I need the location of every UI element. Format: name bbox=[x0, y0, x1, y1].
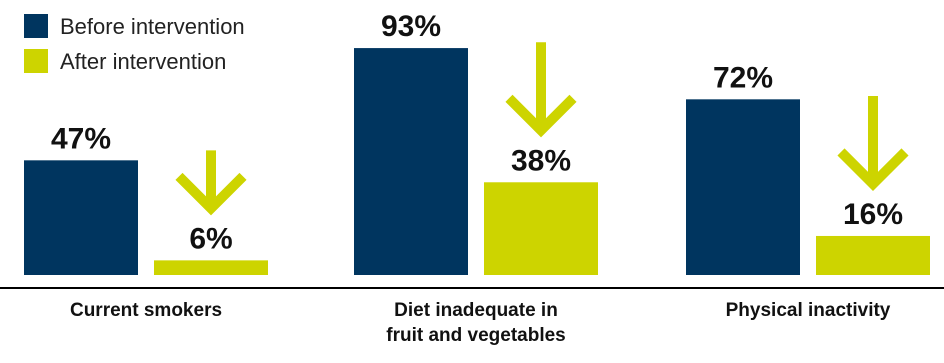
data-label-1-0: 93% bbox=[381, 10, 441, 43]
data-label-0-1: 6% bbox=[189, 222, 232, 255]
arrow-down-icon bbox=[175, 150, 247, 216]
category-label-2-0: Physical inactivity bbox=[726, 300, 891, 321]
data-label-2-0: 72% bbox=[713, 61, 773, 94]
legend-label-1: After intervention bbox=[60, 49, 226, 74]
bar-1-1 bbox=[484, 182, 598, 275]
legend-swatch-0 bbox=[24, 14, 48, 38]
legend: Before intervention After intervention bbox=[24, 14, 245, 74]
arrows bbox=[175, 42, 909, 216]
data-label-1-1: 38% bbox=[511, 144, 571, 177]
bar-0-0 bbox=[24, 160, 138, 275]
bar-2-1 bbox=[816, 235, 930, 275]
legend-label-0: Before intervention bbox=[60, 14, 245, 39]
category-labels: Current smokers Diet inadequate in fruit a… bbox=[70, 300, 891, 346]
bar-1-0 bbox=[354, 48, 468, 275]
bars bbox=[24, 48, 930, 275]
data-label-2-1: 16% bbox=[843, 198, 903, 231]
category-label-1-1: fruit and vegetables bbox=[386, 325, 566, 346]
category-label-0-0: Current smokers bbox=[70, 300, 222, 321]
legend-swatch-1 bbox=[24, 49, 48, 73]
arrow-down-icon bbox=[837, 95, 909, 192]
arrow-down-icon bbox=[505, 42, 577, 138]
data-label-0-0: 47% bbox=[51, 122, 111, 155]
value-labels: 47% 6% 93% 38% 72% 16% bbox=[51, 10, 903, 255]
bar-2-0 bbox=[686, 99, 800, 275]
category-label-1-0: Diet inadequate in bbox=[394, 300, 558, 321]
bar-0-1 bbox=[154, 260, 268, 275]
